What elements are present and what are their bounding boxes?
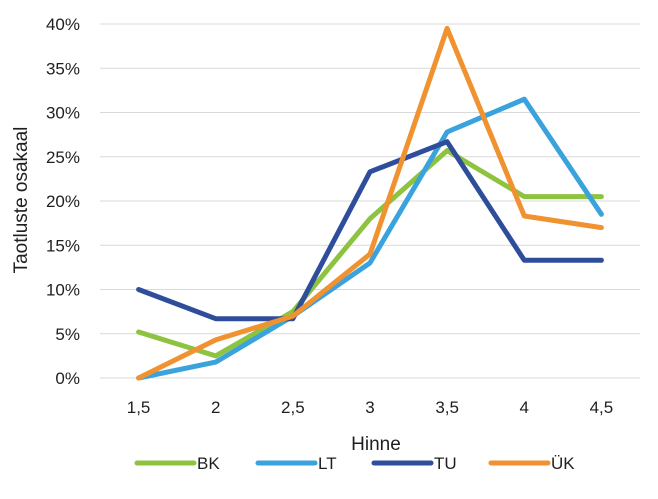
y-tick-label: 20%: [46, 192, 80, 211]
x-tick-label: 2: [211, 398, 220, 417]
series-lines: [136, 25, 604, 381]
y-tick-label: 15%: [46, 236, 80, 255]
x-axis-ticks: 1,5 2 2,5 3 3,5 4 4,5: [127, 398, 613, 417]
x-tick-label: 3,5: [435, 398, 459, 417]
y-tick-label: 5%: [55, 325, 80, 344]
legend-label: TU: [434, 454, 457, 473]
y-tick-label: 40%: [46, 15, 80, 34]
y-tick-label: 30%: [46, 104, 80, 123]
y-tick-label: 25%: [46, 148, 80, 167]
y-tick-label: 35%: [46, 59, 80, 78]
legend-label: LT: [318, 454, 337, 473]
legend-label: BK: [197, 454, 220, 473]
x-tick-label: 3: [365, 398, 374, 417]
series-line-bk: [136, 148, 604, 359]
x-tick-label: 4: [520, 398, 529, 417]
x-tick-label: 2,5: [281, 398, 305, 417]
series-line-ük: [136, 25, 604, 381]
series-line-lt: [136, 96, 604, 381]
x-tick-label: 4,5: [590, 398, 614, 417]
legend: BK LT TU ÜK: [134, 454, 575, 473]
y-tick-label: 10%: [46, 281, 80, 300]
legend-label: ÜK: [551, 454, 575, 473]
series-line-tu: [136, 139, 604, 322]
gridlines: [100, 23, 640, 379]
y-axis-ticks: 0% 5% 10% 15% 20% 25% 30% 35% 40%: [46, 15, 80, 388]
x-axis-title: Hinne: [351, 434, 401, 455]
y-axis-title: Taotluste osakaal: [11, 127, 32, 274]
x-tick-label: 1,5: [127, 398, 151, 417]
y-tick-label: 0%: [55, 369, 80, 388]
